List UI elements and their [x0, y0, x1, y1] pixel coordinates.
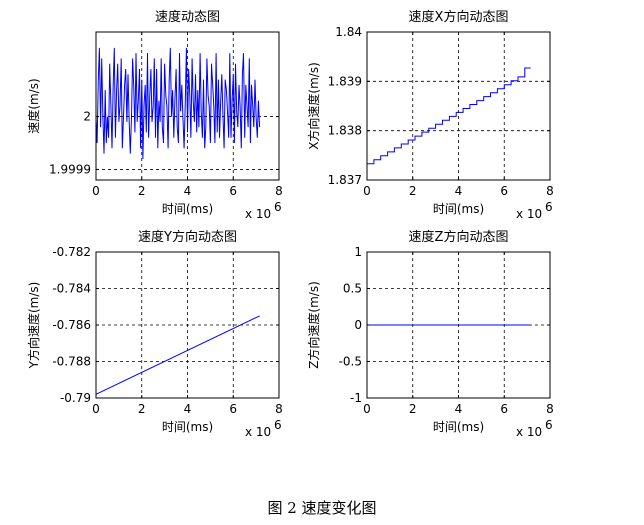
x-tick-label: 6	[500, 402, 508, 416]
x-tick-label: 2	[409, 402, 417, 416]
x-tick-label: 4	[455, 402, 463, 416]
y-tick-label: 2	[83, 110, 91, 124]
y-axis-label: X方向速度(m/s)	[306, 62, 321, 150]
chart-title: 速度X方向动态图	[409, 9, 509, 25]
y-axis-label: Z方向速度(m/s)	[306, 281, 321, 369]
x-axis-multiplier-exponent: 6	[545, 418, 553, 432]
x-tick-label: 2	[138, 184, 146, 198]
x-tick-label: 4	[184, 402, 192, 416]
y-tick-label: 1.9999	[49, 162, 91, 176]
y-tick-label: -0.79	[60, 391, 91, 405]
x-tick-label: 0	[363, 184, 371, 198]
y-tick-label: -0.786	[52, 318, 91, 332]
y-tick-label: 0.5	[343, 282, 362, 296]
x-tick-label: 8	[546, 184, 554, 198]
x-axis-multiplier-exponent: 6	[545, 200, 553, 214]
x-axis-multiplier: x 10	[516, 207, 542, 221]
y-tick-label: -0.5	[339, 355, 362, 369]
y-tick-label: 1.84	[335, 25, 362, 39]
y-axis-label: Y方向速度(m/s)	[26, 282, 41, 370]
x-tick-label: 2	[138, 402, 146, 416]
y-tick-label: -0.788	[52, 355, 91, 369]
series-line	[95, 47, 261, 159]
x-tick-label: 8	[546, 402, 554, 416]
series-line	[95, 315, 260, 395]
y-tick-label: 1.838	[328, 124, 362, 138]
x-tick-label: 0	[92, 184, 100, 198]
y-tick-label: 0	[354, 318, 362, 332]
x-axis-multiplier-exponent: 6	[274, 200, 282, 214]
x-axis-label: 时间(ms)	[162, 202, 213, 216]
y-tick-label: -0.784	[52, 282, 91, 296]
x-tick-label: 4	[455, 184, 463, 198]
chart-title: 速度动态图	[155, 9, 220, 25]
y-axis-label: 速度(m/s)	[26, 78, 41, 133]
subplot-3: 0 2 4 6 8 -0.79 -0.788 -0.786 -0.784 -0.782 速度Y方向动…	[26, 229, 283, 439]
x-axis-label: 时间(ms)	[433, 202, 484, 216]
chart-title: 速度Z方向动态图	[409, 229, 509, 245]
series-line	[367, 67, 531, 165]
x-axis-multiplier-exponent: 6	[274, 418, 282, 432]
x-tick-label: 8	[275, 402, 283, 416]
x-tick-label: 6	[229, 184, 237, 198]
y-tick-label: 1.837	[328, 173, 362, 187]
figure-caption: 图 2 速度变化图	[267, 499, 377, 517]
x-tick-label: 6	[229, 402, 237, 416]
x-tick-label: 0	[92, 402, 100, 416]
y-tick-label: -1	[350, 391, 362, 405]
x-tick-label: 2	[409, 184, 417, 198]
x-tick-label: 6	[500, 184, 508, 198]
x-axis-label: 时间(ms)	[162, 420, 213, 434]
y-tick-label: 1.839	[328, 74, 362, 88]
x-tick-label: 4	[184, 184, 192, 198]
x-axis-multiplier: x 10	[516, 425, 542, 439]
x-axis-label: 时间(ms)	[433, 420, 484, 434]
chart-title: 速度Y方向动态图	[138, 229, 237, 245]
y-tick-label: -0.782	[52, 245, 91, 259]
x-tick-label: 0	[363, 402, 371, 416]
x-axis-multiplier: x 10	[245, 207, 271, 221]
x-axis-multiplier: x 10	[245, 425, 271, 439]
y-tick-label: 1	[354, 245, 362, 259]
x-tick-label: 8	[275, 184, 283, 198]
